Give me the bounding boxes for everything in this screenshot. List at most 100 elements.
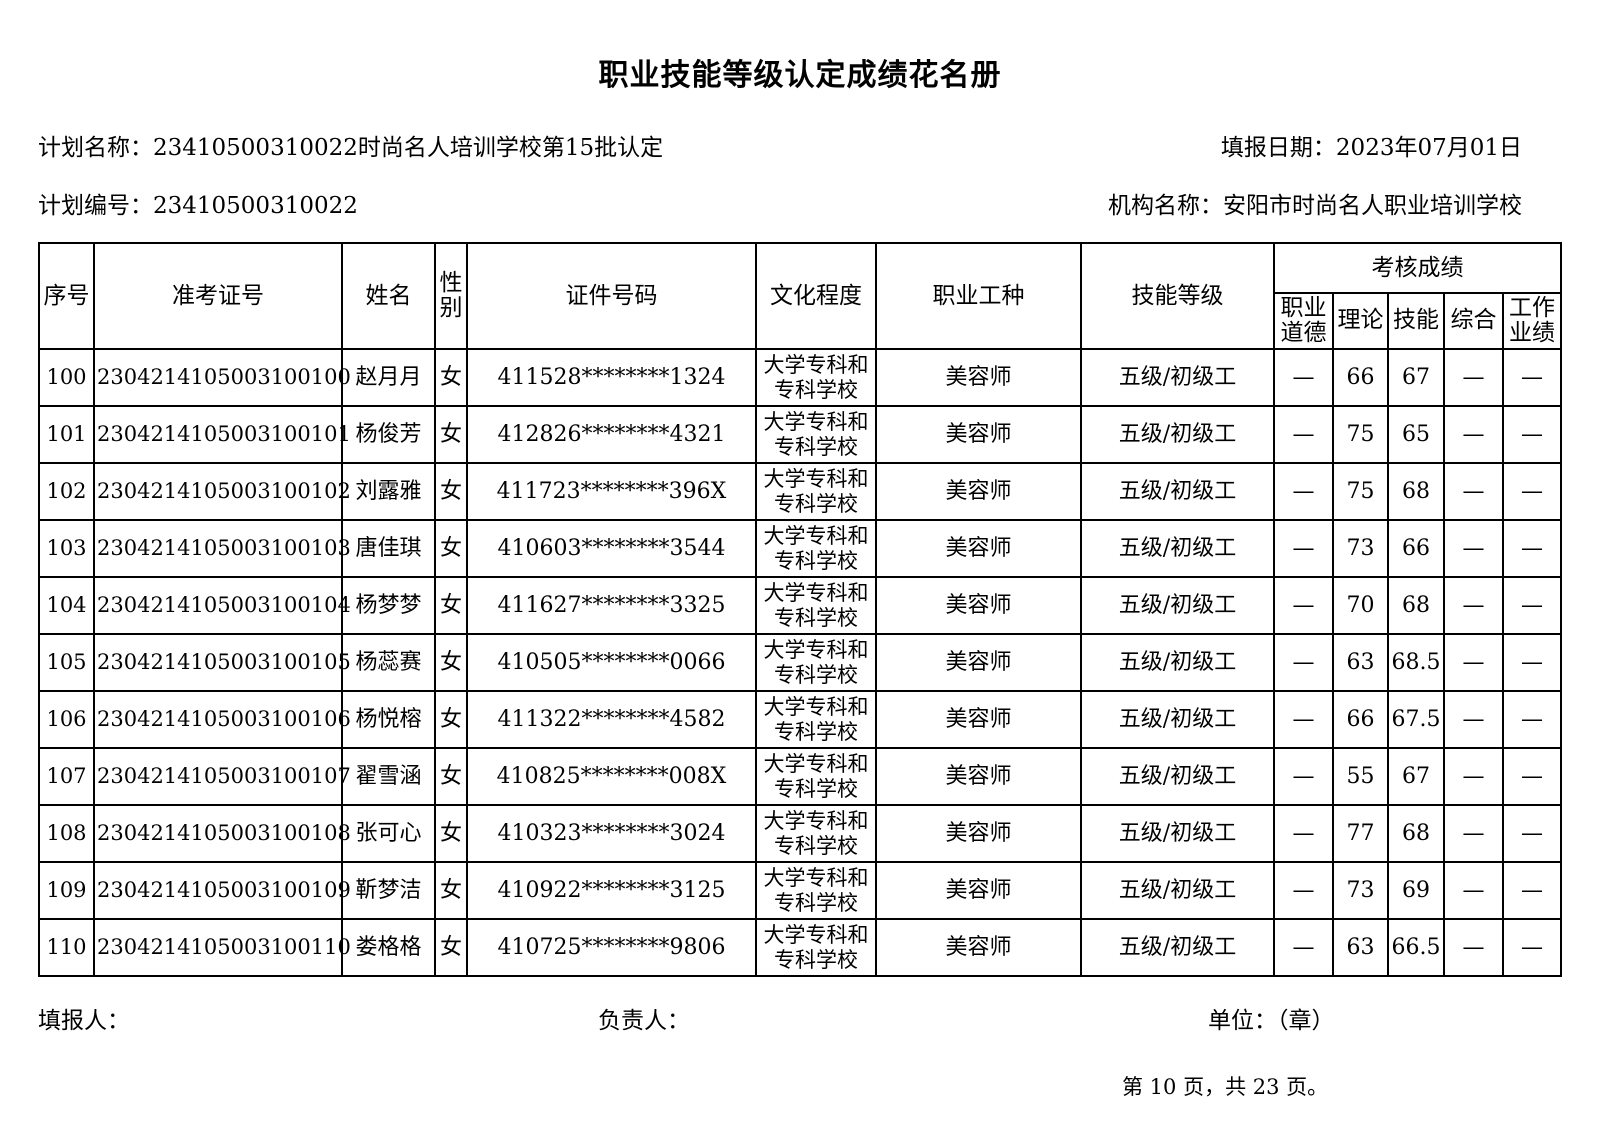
col-header-occupation: 职业工种 [875, 242, 1082, 350]
cell-ethics-score: — [1273, 519, 1334, 578]
table-row: 108 2304214105003100108 张可心 女 410323****… [38, 804, 1563, 863]
cell-id-no: 410922********3125 [466, 861, 757, 920]
cell-gender: 女 [434, 747, 468, 806]
cell-level: 五级/初级工 [1080, 804, 1275, 863]
table-row: 110 2304214105003100110 娄格格 女 410725****… [38, 918, 1563, 977]
cell-occupation: 美容师 [875, 747, 1082, 806]
cell-exam-no: 2304214105003100109 [93, 861, 351, 920]
col-header-score-group: 考核成绩 [1272, 242, 1563, 294]
cell-name: 杨蕊赛 [341, 633, 436, 692]
table-row: 107 2304214105003100107 翟雪涵 女 410825****… [38, 747, 1563, 806]
cell-work-score: — [1501, 462, 1563, 521]
cell-level: 五级/初级工 [1080, 861, 1275, 920]
cell-exam-no: 2304214105003100102 [93, 462, 351, 521]
cell-seq: 105 [38, 633, 95, 692]
cell-name: 翟雪涵 [341, 747, 436, 806]
col-header-exam-no: 准考证号 [93, 242, 343, 350]
cell-name: 杨悦榕 [341, 690, 436, 749]
cell-name: 唐佳琪 [341, 519, 436, 578]
cell-gender: 女 [434, 462, 468, 521]
cell-occupation: 美容师 [875, 348, 1082, 407]
cell-gender: 女 [434, 348, 468, 407]
cell-occupation: 美容师 [875, 633, 1082, 692]
cell-ethics-score: — [1273, 405, 1334, 464]
cell-level: 五级/初级工 [1080, 348, 1275, 407]
cell-work-score: — [1501, 861, 1563, 920]
cell-education: 大学专科和专科学校 [755, 918, 877, 977]
cell-education: 大学专科和专科学校 [755, 633, 877, 692]
table-row: 100 2304214105003100100 赵月月 女 411528****… [38, 348, 1563, 407]
page-title: 职业技能等级认定成绩花名册 [598, 58, 1002, 93]
cell-gender: 女 [434, 405, 468, 464]
cell-seq: 107 [38, 747, 95, 806]
cell-theory-score: 73 [1332, 519, 1389, 578]
table-row: 104 2304214105003100104 杨梦梦 女 411627****… [38, 576, 1563, 635]
cell-comprehensive-score: — [1443, 747, 1504, 806]
cell-comprehensive-score: — [1443, 861, 1504, 920]
cell-skill-score: 68 [1387, 804, 1445, 863]
cell-id-no: 410505********0066 [466, 633, 757, 692]
col-header-work: 工作业绩 [1501, 292, 1563, 350]
cell-exam-no: 2304214105003100101 [93, 405, 351, 464]
cell-comprehensive-score: — [1443, 405, 1504, 464]
cell-id-no: 410323********3024 [466, 804, 757, 863]
col-header-level: 技能等级 [1080, 242, 1275, 350]
cell-comprehensive-score: — [1443, 633, 1504, 692]
cell-exam-no: 2304214105003100107 [93, 747, 351, 806]
cell-skill-score: 68.5 [1387, 633, 1445, 692]
cell-occupation: 美容师 [875, 918, 1082, 977]
cell-ethics-score: — [1273, 576, 1334, 635]
cell-education: 大学专科和专科学校 [755, 861, 877, 920]
cell-name: 张可心 [341, 804, 436, 863]
cell-skill-score: 66.5 [1387, 918, 1445, 977]
cell-occupation: 美容师 [875, 405, 1082, 464]
cell-occupation: 美容师 [875, 462, 1082, 521]
table-row: 103 2304214105003100103 唐佳琪 女 410603****… [38, 519, 1563, 578]
meta-row-2: 计划编号：23410500310022 机构名称：安阳市时尚名人职业培训学校 [0, 186, 1600, 220]
cell-comprehensive-score: — [1443, 918, 1504, 977]
cell-gender: 女 [434, 690, 468, 749]
col-header-comprehensive: 综合 [1443, 292, 1504, 350]
cell-id-no: 410825********008X [466, 747, 757, 806]
table-body: 100 2304214105003100100 赵月月 女 411528****… [38, 348, 1563, 977]
plan-number: 计划编号：23410500310022 [38, 193, 358, 219]
cell-gender: 女 [434, 918, 468, 977]
cell-seq: 103 [38, 519, 95, 578]
table-row: 105 2304214105003100105 杨蕊赛 女 410505****… [38, 633, 1563, 692]
cell-education: 大学专科和专科学校 [755, 405, 877, 464]
col-header-theory: 理论 [1332, 292, 1389, 350]
cell-theory-score: 77 [1332, 804, 1389, 863]
cell-education: 大学专科和专科学校 [755, 348, 877, 407]
cell-id-no: 411627********3325 [466, 576, 757, 635]
cell-seq: 109 [38, 861, 95, 920]
cell-seq: 104 [38, 576, 95, 635]
cell-exam-no: 2304214105003100105 [93, 633, 351, 692]
cell-level: 五级/初级工 [1080, 462, 1275, 521]
manager-label: 负责人： [598, 1008, 690, 1034]
cell-ethics-score: — [1273, 861, 1334, 920]
cell-work-score: — [1501, 690, 1563, 749]
cell-level: 五级/初级工 [1080, 633, 1275, 692]
col-header-seq: 序号 [38, 242, 95, 350]
cell-name: 杨俊芳 [341, 405, 436, 464]
cell-level: 五级/初级工 [1080, 519, 1275, 578]
cell-work-score: — [1501, 633, 1563, 692]
cell-theory-score: 75 [1332, 405, 1389, 464]
cell-level: 五级/初级工 [1080, 576, 1275, 635]
col-header-gender: 性别 [434, 242, 468, 350]
cell-theory-score: 73 [1332, 861, 1389, 920]
meta-row-1: 计划名称：23410500310022时尚名人培训学校第15批认定 填报日期：2… [0, 128, 1600, 162]
cell-gender: 女 [434, 804, 468, 863]
cell-work-score: — [1501, 519, 1563, 578]
cell-occupation: 美容师 [875, 804, 1082, 863]
cell-occupation: 美容师 [875, 576, 1082, 635]
cell-work-score: — [1501, 747, 1563, 806]
cell-occupation: 美容师 [875, 519, 1082, 578]
cell-gender: 女 [434, 861, 468, 920]
col-header-education: 文化程度 [755, 242, 877, 350]
cell-id-no: 410725********9806 [466, 918, 757, 977]
cell-education: 大学专科和专科学校 [755, 690, 877, 749]
cell-skill-score: 67 [1387, 348, 1445, 407]
score-roster-table: 序号 准考证号 姓名 性别 证件号码 文化程度 职业工种 技能等级 考核成绩 职… [38, 242, 1563, 977]
